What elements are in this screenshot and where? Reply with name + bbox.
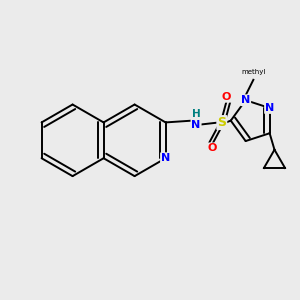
Text: O: O <box>208 143 217 153</box>
Text: N: N <box>161 153 170 163</box>
Text: H: H <box>192 109 200 119</box>
Text: O: O <box>222 92 231 102</box>
Text: methyl: methyl <box>241 69 266 75</box>
Text: N: N <box>191 119 201 130</box>
Text: N: N <box>265 103 274 113</box>
Text: S: S <box>217 116 226 129</box>
Text: N: N <box>241 95 250 105</box>
